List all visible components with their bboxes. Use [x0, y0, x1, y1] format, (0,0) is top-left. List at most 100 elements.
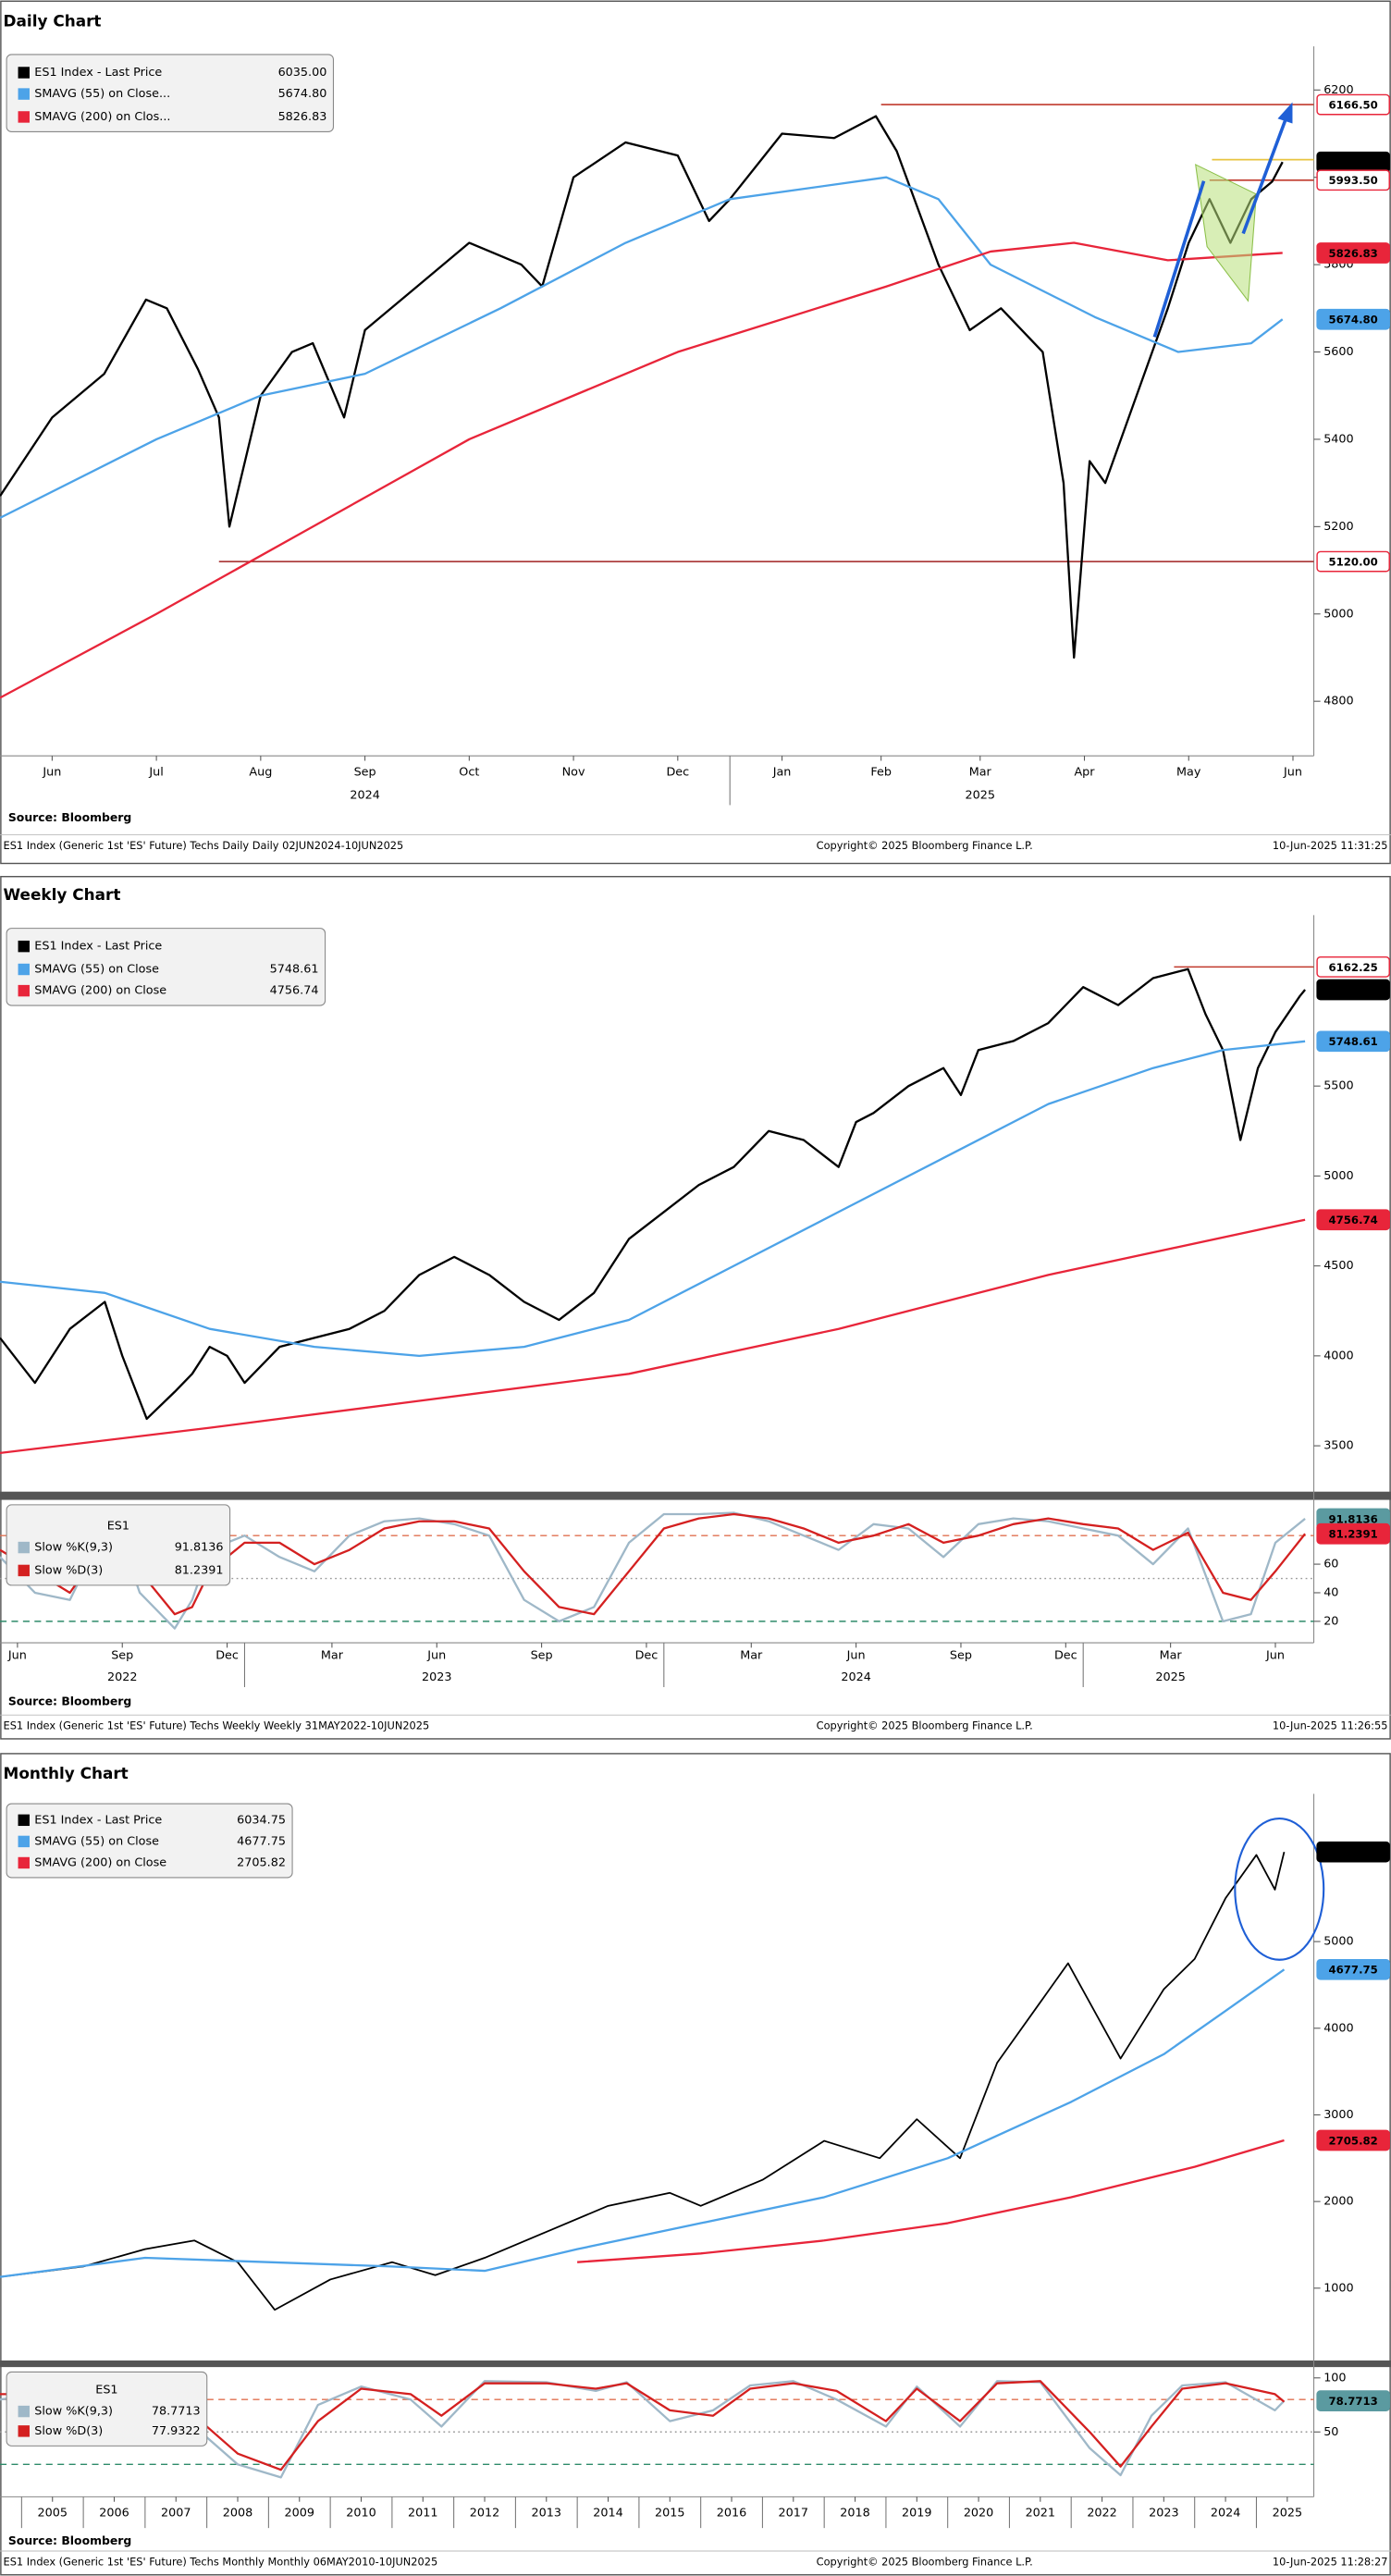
legend-label: SMAVG (200) on Close	[34, 984, 166, 998]
x-tick-label: 2025	[1273, 2507, 1303, 2521]
source: Source: Bloomberg	[8, 810, 131, 824]
series-line	[577, 2138, 1285, 2263]
x-tick-label: 2022	[1087, 2507, 1117, 2521]
legend-label: SMAVG (55) on Close	[34, 963, 159, 977]
y-tick-label: 5000	[1323, 607, 1354, 621]
price-tag-label: 5120.00	[1329, 556, 1378, 569]
legend-swatch	[18, 67, 30, 79]
x-tick-label: Mar	[740, 1649, 763, 1663]
legend-swatch	[18, 940, 30, 953]
series-line	[0, 968, 1306, 1421]
x-tick-label: Jun	[1283, 765, 1302, 779]
series-line	[0, 241, 1283, 699]
timestamp: 10-Jun-2025 11:31:25	[1273, 839, 1388, 852]
x-tick-label: Apr	[1074, 765, 1095, 779]
y-tick-label: 60	[1323, 1558, 1338, 1571]
chart-title: Daily Chart	[4, 11, 102, 30]
pane-separator	[0, 1491, 1391, 1500]
legend-value: 5826.83	[278, 110, 327, 124]
price-tag	[1316, 308, 1390, 330]
series-line	[0, 1512, 1307, 1616]
x-tick-label: Mar	[969, 765, 992, 779]
legend-value: 6034.75	[237, 1813, 286, 1827]
x-tick-label: 2011	[408, 2507, 438, 2521]
legend-value: 78.7713	[152, 2405, 201, 2419]
y-tick-label: 100	[1323, 2371, 1346, 2385]
x-tick-label: Nov	[562, 765, 585, 779]
source: Source: Bloomberg	[8, 1694, 131, 1707]
y-tick-label: 6200	[1323, 83, 1354, 97]
price-tag	[1316, 1030, 1390, 1053]
price-tag	[1316, 2390, 1390, 2411]
legend-value: 91.8136	[175, 1541, 224, 1555]
x-tick-label: Sep	[111, 1649, 133, 1663]
legend-box	[6, 54, 334, 132]
legend-swatch	[18, 984, 30, 997]
legend-value: 81.2391	[175, 1563, 224, 1577]
legend-label: Slow %K(9,3)	[34, 1541, 113, 1555]
x-tick-label: Sep	[950, 1649, 972, 1663]
legend-label: Slow %D(3)	[34, 1563, 103, 1577]
legend-value: 4677.75	[237, 1834, 286, 1848]
legend-label: Slow %D(3)	[34, 2424, 103, 2438]
legend-label: SMAVG (55) on Close	[34, 1834, 159, 1848]
series-line	[0, 1040, 1306, 1358]
price-tag	[1316, 2129, 1390, 2151]
price-tag-label: 4677.75	[1329, 1964, 1378, 1977]
y-tick-label: 5000	[1323, 1935, 1354, 1949]
price-tag-label: 5748.61	[1329, 1035, 1378, 1048]
y-tick-label: 5600	[1323, 345, 1354, 359]
price-tag	[1316, 242, 1390, 264]
price-tag-label: 6035.50	[1329, 983, 1378, 996]
x-tick-label: Feb	[870, 765, 892, 779]
year-label: 2024	[350, 788, 380, 802]
legend-box	[6, 2371, 208, 2447]
price-tag-label: 2705.82	[1329, 2134, 1378, 2147]
timestamp: 10-Jun-2025 11:28:27	[1273, 2555, 1388, 2568]
price-tag	[1316, 1209, 1390, 1231]
legend-swatch	[18, 963, 30, 976]
series-line	[0, 176, 1284, 519]
x-tick-label: 2017	[779, 2507, 809, 2521]
price-tag-label: 91.8136	[1329, 1512, 1378, 1525]
footer-description: ES1 Index (Generic 1st 'ES' Future) Tech…	[4, 839, 404, 852]
y-tick-label: 4000	[1323, 2021, 1354, 2035]
legend-value: 5748.61	[270, 963, 319, 977]
price-tag	[1316, 1958, 1390, 1980]
price-tag-label: 5826.83	[1329, 247, 1378, 260]
legend-value: 4756.74	[270, 984, 319, 998]
timestamp: 10-Jun-2025 11:26:55	[1273, 1719, 1388, 1732]
plot-area	[0, 2380, 1314, 2479]
legend-swatch	[18, 2405, 30, 2418]
chart-title: Weekly Chart	[4, 885, 121, 904]
series-line	[0, 1851, 1286, 2311]
legend-swatch	[18, 1814, 30, 1827]
y-tick-label: 3500	[1323, 1439, 1354, 1453]
year-label: 2024	[841, 1670, 871, 1684]
price-tag-label: 6162.25	[1329, 961, 1378, 974]
x-tick-label: 2013	[532, 2507, 561, 2521]
price-tag	[1316, 169, 1390, 191]
price-tag-label: 78.7713	[1329, 2395, 1378, 2408]
y-tick-label: 5200	[1323, 520, 1354, 534]
series-line	[0, 2380, 1286, 2479]
series-line	[0, 1218, 1306, 1455]
x-tick-label: 2021	[1026, 2507, 1056, 2521]
x-tick-label: 2015	[655, 2507, 685, 2521]
x-tick-label: 2016	[717, 2507, 746, 2521]
price-tag	[1316, 1841, 1390, 1863]
y-tick-label: 5500	[1323, 1079, 1354, 1093]
x-tick-label: 2005	[37, 2507, 68, 2521]
price-tag-label: 5674.80	[1329, 314, 1378, 327]
price-tag	[1316, 550, 1390, 573]
series-line	[0, 115, 1284, 659]
chart-title: Monthly Chart	[4, 1764, 129, 1782]
x-tick-label: Jun	[7, 1649, 27, 1663]
y-tick-label: 5000	[1323, 1169, 1354, 1183]
legend-swatch	[18, 1835, 30, 1848]
legend-title: ES1	[107, 1519, 129, 1533]
highlight-circle	[1234, 1817, 1325, 1961]
